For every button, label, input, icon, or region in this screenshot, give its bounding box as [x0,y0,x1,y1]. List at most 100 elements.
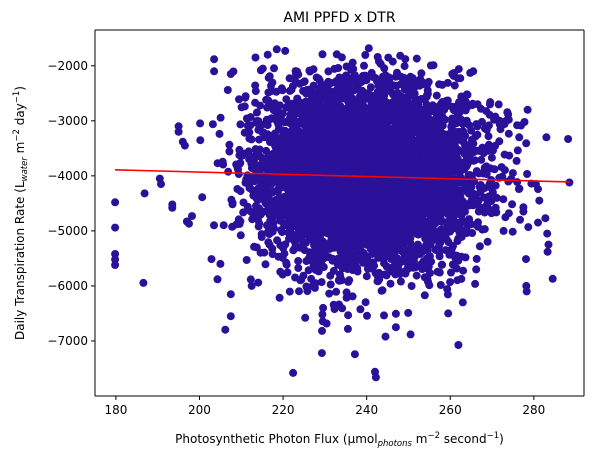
scatter-point [223,86,232,94]
scatter-point [391,72,400,81]
scatter-point [318,326,326,335]
scatter-point [139,278,148,287]
scatter-point [384,53,393,62]
scatter-point [344,311,353,320]
scatter-point [504,129,513,138]
scatter-point [457,274,466,283]
scatter-point [446,278,455,287]
scatter-point [516,215,524,224]
scatter-point [208,120,217,129]
scatter-point [219,160,228,169]
scatter-point [512,156,521,165]
scatter-point [285,287,294,296]
scatter-point [242,256,251,264]
scatter-point [236,120,245,129]
scatter-point [276,267,285,276]
scatter-point [454,341,463,349]
scatter-point [350,350,359,359]
scatter-point [318,50,327,59]
scatter-point [432,91,441,100]
scatter-point [483,237,492,246]
scatter-point [251,210,260,219]
scatter-point [433,204,442,213]
scatter-point [513,146,522,155]
scatter-point [325,289,334,298]
scatter-point [225,140,234,149]
scatter-point [522,255,530,264]
scatter-point [462,218,471,227]
scatter-point [289,246,298,255]
scatter-point [401,55,410,64]
scatter-point [400,62,409,71]
scatter-point [270,99,279,108]
scatter-point [281,240,290,249]
scatter-point [342,246,351,255]
scatter-point [391,309,400,318]
scatter-point [273,236,282,245]
scatter-point [432,140,440,149]
scatter-point [489,146,497,155]
scatter-point [349,65,358,73]
scatter-point [242,114,251,123]
scatter-point [495,137,504,146]
scatter-point [360,61,368,70]
scatter-point [219,221,228,230]
scatter-point [196,119,205,128]
scatter-point [436,281,445,289]
scatter-point [371,74,380,82]
scatter-point [236,217,245,226]
scatter-point [216,113,225,122]
scatter-point [435,248,444,256]
scatter-point [221,325,230,334]
scatter-point [270,131,279,140]
scatter-point [317,278,326,287]
scatter-point [524,223,533,232]
scatter-point [356,305,365,314]
scatter-point [361,51,370,59]
scatter-point [459,266,468,275]
scatter-point [259,207,268,216]
scatter-point [263,103,272,112]
scatter-point [427,105,435,114]
scatter-point [379,101,388,110]
scatter-point [239,198,248,207]
scatter-point [348,58,357,67]
scatter-point [426,223,434,232]
scatter-point [484,121,493,130]
scatter-point [198,193,207,202]
scatter-point [476,187,485,196]
scatter-point [407,282,416,290]
scatter-point [210,221,218,230]
scatter-point [396,277,405,286]
scatter-point [302,257,311,266]
scatter-point [318,317,327,326]
scatter-point [254,117,263,126]
scatter-point [225,147,234,156]
scatter-point [288,184,297,192]
scatter-point [268,250,277,259]
scatter-point [363,311,371,320]
scatter-point [239,208,248,217]
scatter-point [461,146,469,155]
scatter-point [404,252,413,261]
scatter-point [253,172,262,181]
scatter-point [449,133,458,142]
scatter-point [242,175,251,184]
scatter-point [236,187,245,196]
scatter-point [374,57,383,66]
scatter-point [269,138,277,146]
scatter-point [267,216,276,225]
scatter-point [304,266,313,275]
scatter-point [283,268,292,277]
scatter-point [427,120,435,129]
scatter-point [330,64,339,73]
scatter-point [256,101,265,110]
scatter-point [294,264,303,272]
scatter-point [344,88,353,97]
scatter-point [471,279,480,288]
scatter-point [443,96,452,105]
scatter-point [484,140,493,149]
scatter-point [450,127,459,136]
scatter-point [414,230,423,239]
scatter-point [484,132,493,141]
